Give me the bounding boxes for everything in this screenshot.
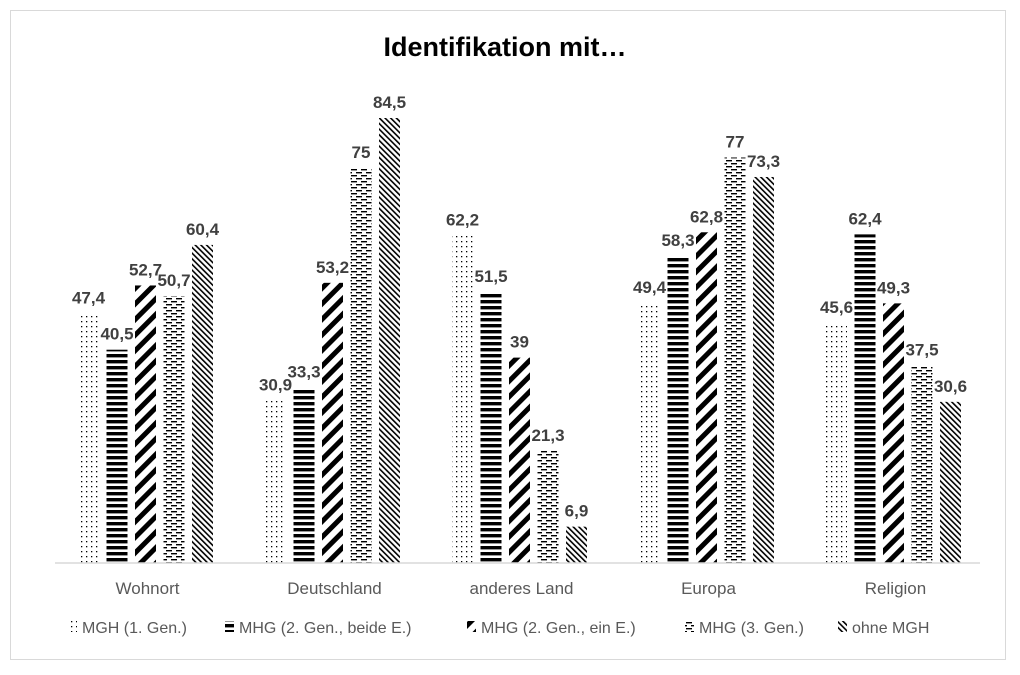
bar-3-anderes-land [509,357,530,563]
value-label: 45,6 [820,298,853,317]
value-label: 21,3 [531,426,564,445]
value-label: 62,4 [848,209,882,228]
value-label: 50,7 [157,271,190,290]
bar-3-deutschland [322,282,343,563]
value-label: 77 [726,132,745,151]
category-label: Wohnort [116,579,180,598]
value-label: 62,8 [690,207,723,226]
category-label: Deutschland [287,579,382,598]
legend-swatch [225,621,234,632]
bar-4-religion [911,365,933,563]
bar-3-wohnort [135,285,156,563]
bar-1-wohnort [78,313,99,563]
legend-entry: MHG (3. Gen.) [699,620,804,637]
value-label: 6,9 [565,502,589,521]
bar-1-religion [826,322,847,563]
category-label: anderes Land [470,579,574,598]
bar-5-deutschland [379,118,400,563]
legend-entry: MGH (1. Gen.) [82,620,187,637]
bar-4-deutschland [350,168,372,563]
value-label: 51,5 [474,267,507,286]
value-label: 58,3 [661,231,694,250]
value-label: 53,2 [316,258,349,277]
bar-4-europa [724,157,746,563]
value-label: 49,4 [633,278,667,297]
value-label: 47,4 [72,288,106,307]
bar-group [78,118,961,564]
legend-entry: ohne MGH [852,620,929,637]
bar-2-wohnort [106,349,128,563]
category-label: Religion [865,579,926,598]
bar-2-deutschland [293,387,315,563]
category-label: Europa [681,579,736,598]
bar-5-religion [940,401,961,563]
bar-4-anderes-land [537,450,559,563]
bar-2-europa [667,255,689,564]
bar-2-anderes-land [480,291,502,563]
value-label: 39 [510,333,529,352]
value-label: 30,9 [259,375,292,394]
value-label: 33,3 [287,363,320,382]
value-label: 37,5 [905,341,938,360]
bar-3-europa [696,232,717,563]
value-label: 75 [352,143,371,162]
chart-title: Identifikation mit… [384,32,627,62]
value-label: 84,5 [373,93,406,112]
legend-entry: MHG (2. Gen., beide E.) [239,620,412,637]
legend-swatch [685,621,694,632]
bar-5-anderes-land [566,526,587,563]
legend: MGH (1. Gen.) MHG (2. Gen., beide E.) MHG … [68,620,929,637]
legend-swatch [838,621,847,632]
bar-5-wohnort [192,244,213,563]
value-label: 49,3 [877,278,910,297]
value-label: 30,6 [934,377,967,396]
value-labels: 47,4 40,5 52,750,7 60,4 30,933,3 53,2 75 84,5 62… [72,93,967,521]
bar-3-religion [883,303,904,563]
bar-4-wohnort [163,296,185,563]
bar-2-religion [854,234,876,563]
value-label: 62,2 [446,210,479,229]
bar-1-anderes-land [452,235,473,563]
value-label: 52,7 [129,260,162,279]
legend-swatch [467,621,476,632]
bar-1-europa [639,302,660,563]
value-label: 60,4 [186,220,220,239]
bar-5-europa [753,176,774,564]
legend-entry: MHG (2. Gen., ein E.) [481,620,636,637]
category-labels: Wohnort Deutschland anderes Land Europa Reli… [116,579,927,598]
legend-swatch [68,621,77,632]
value-label: 40,5 [100,325,133,344]
bar-1-deutschland [265,400,286,563]
value-label: 73,3 [747,152,780,171]
